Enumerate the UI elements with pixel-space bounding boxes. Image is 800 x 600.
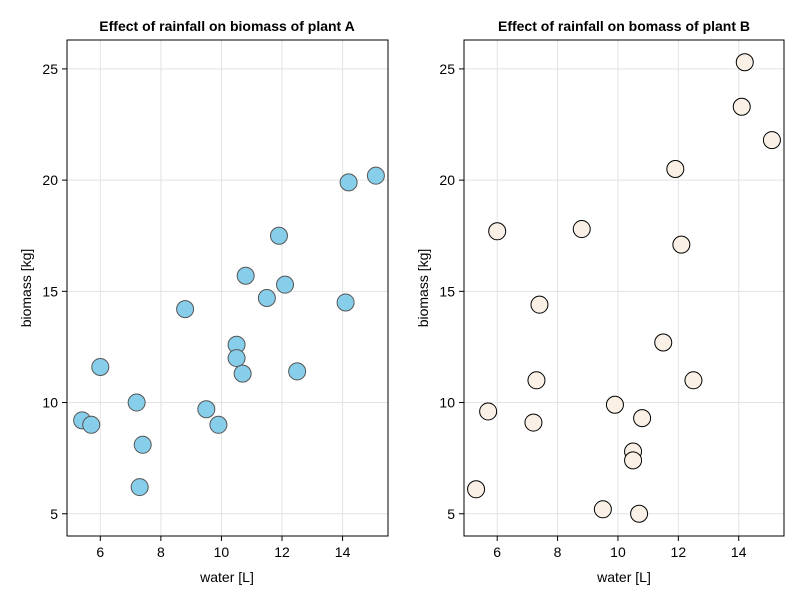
plot-frame bbox=[463, 39, 785, 537]
y-tick-label: 20 bbox=[439, 172, 455, 188]
scatter-point bbox=[488, 222, 507, 241]
grid bbox=[464, 40, 784, 536]
y-tick-label: 15 bbox=[439, 283, 455, 299]
scatter-point bbox=[233, 364, 252, 383]
y-tick-label: 10 bbox=[439, 395, 455, 411]
scatter-point bbox=[82, 415, 101, 434]
scatter-point bbox=[572, 220, 591, 239]
scatter-point bbox=[91, 357, 110, 376]
x-axis-label: water [L] bbox=[596, 569, 651, 585]
scatter-point bbox=[530, 295, 549, 314]
x-tick-label: 8 bbox=[554, 544, 562, 560]
scatter-point bbox=[288, 362, 307, 381]
x-tick-label: 6 bbox=[493, 544, 501, 560]
scatter-point bbox=[524, 413, 543, 432]
axis-ticks: 6 8 10 12 14 5 10 15 20 25 bbox=[42, 61, 350, 560]
scatter-point bbox=[176, 300, 195, 319]
panel-plant-a: Effect of rainfall on biomass of plant A… bbox=[18, 18, 389, 585]
scatter-point bbox=[630, 504, 649, 523]
scatter-point bbox=[257, 289, 276, 308]
plot-frame bbox=[66, 39, 389, 537]
scatter-point bbox=[197, 400, 216, 419]
scatter-point bbox=[654, 333, 673, 352]
y-tick-label: 15 bbox=[42, 283, 58, 299]
scatter-point bbox=[479, 402, 498, 421]
scatter-point bbox=[593, 500, 612, 519]
scatter-point bbox=[684, 371, 703, 390]
scatter-point bbox=[339, 173, 358, 192]
scatter-point bbox=[236, 266, 255, 285]
scatter-point bbox=[276, 275, 295, 294]
y-tick-label: 25 bbox=[42, 61, 58, 77]
y-tick-label: 25 bbox=[439, 61, 455, 77]
y-tick-label: 5 bbox=[447, 506, 455, 522]
x-tick-label: 14 bbox=[335, 544, 351, 560]
scatter-point bbox=[666, 160, 685, 179]
x-axis-label: water [L] bbox=[199, 569, 254, 585]
scatter-point bbox=[127, 393, 146, 412]
x-tick-label: 14 bbox=[731, 544, 747, 560]
y-tick-label: 10 bbox=[42, 395, 58, 411]
x-tick-label: 10 bbox=[610, 544, 626, 560]
scatter-points bbox=[73, 166, 385, 497]
scatter-point bbox=[527, 371, 546, 390]
y-tick-label: 20 bbox=[42, 172, 58, 188]
scatter-point bbox=[732, 97, 751, 116]
scatter-point bbox=[130, 478, 149, 497]
scatter-point bbox=[633, 409, 652, 428]
x-tick-label: 8 bbox=[157, 544, 165, 560]
x-tick-label: 10 bbox=[214, 544, 230, 560]
scatter-point bbox=[269, 226, 288, 245]
scatter-point bbox=[227, 349, 246, 368]
y-axis-label: biomass [kg] bbox=[415, 249, 431, 328]
scatter-point bbox=[672, 235, 691, 254]
chart-title: Effect of rainfall on biomass of plant A bbox=[99, 18, 354, 34]
scatter-points bbox=[467, 53, 781, 523]
scatter-point bbox=[467, 480, 486, 499]
y-axis-label: biomass [kg] bbox=[18, 249, 34, 328]
scatter-point bbox=[336, 293, 355, 312]
axis-ticks: 6 8 10 12 14 5 10 15 20 25 bbox=[439, 61, 746, 560]
scatter-point bbox=[366, 166, 385, 185]
chart-title: Effect of rainfall on bomass of plant B bbox=[498, 18, 750, 34]
panel-plant-b: Effect of rainfall on bomass of plant B … bbox=[415, 18, 785, 585]
scatter-point bbox=[209, 415, 228, 434]
scatter-point bbox=[762, 131, 781, 150]
x-tick-label: 6 bbox=[96, 544, 104, 560]
scatter-point bbox=[624, 451, 643, 470]
x-tick-label: 12 bbox=[671, 544, 687, 560]
scatter-point bbox=[133, 435, 152, 454]
scatter-point bbox=[605, 395, 624, 414]
grid bbox=[67, 40, 388, 536]
x-tick-label: 12 bbox=[274, 544, 290, 560]
y-tick-label: 5 bbox=[50, 506, 58, 522]
scatter-point bbox=[735, 53, 754, 72]
